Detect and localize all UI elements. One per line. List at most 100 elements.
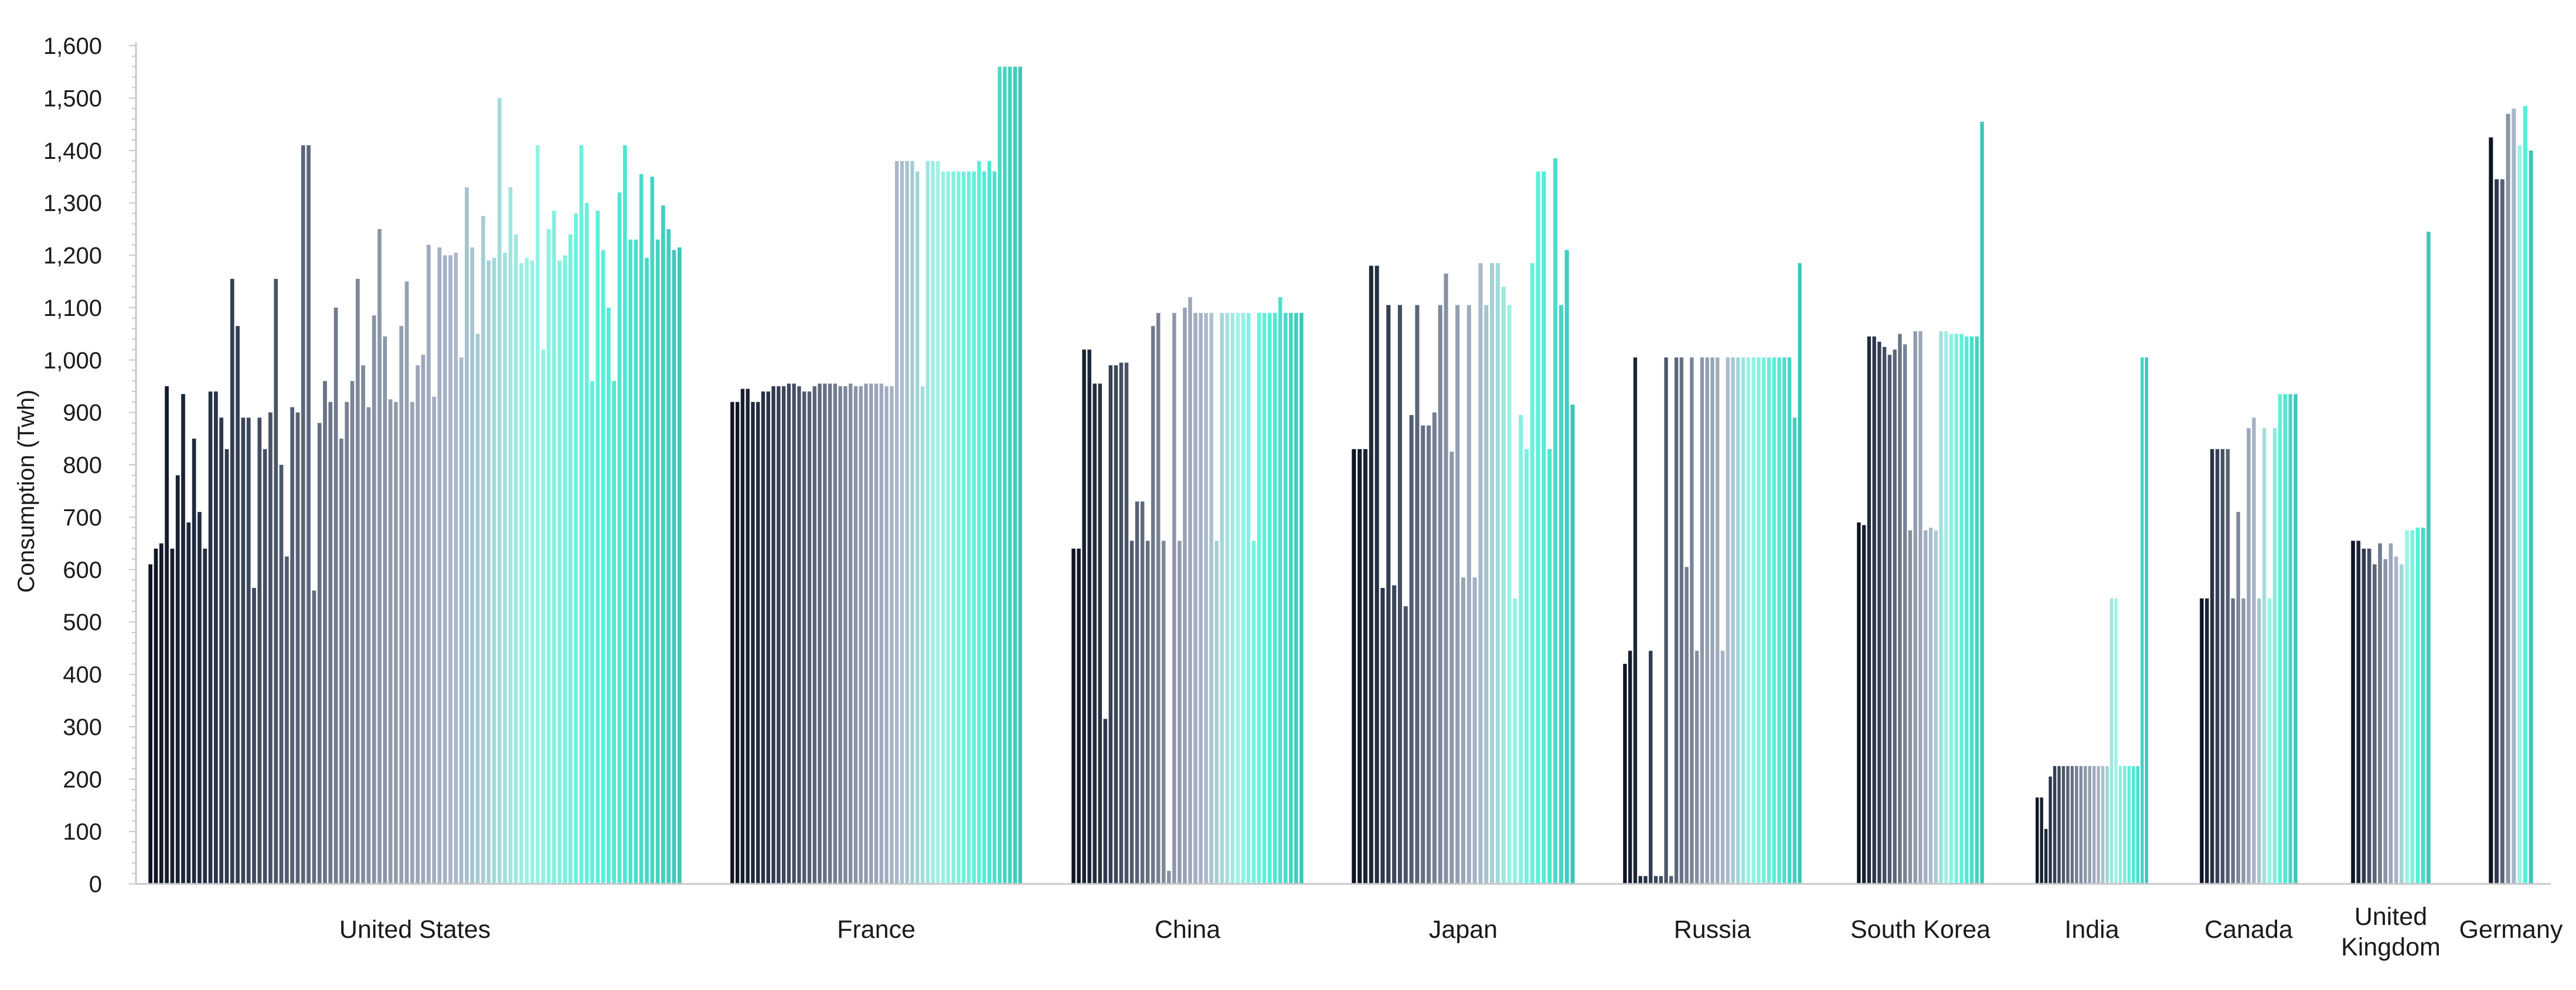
bar [2512,108,2516,884]
bar [1524,449,1529,884]
bar [1209,312,1213,884]
bar [2367,549,2371,884]
bar [372,315,376,884]
bar [1403,606,1408,884]
bar [2145,357,2148,884]
bar [2373,564,2377,884]
bar [1893,349,1897,884]
bar [465,187,469,884]
bar [746,389,750,884]
bar [1071,549,1076,884]
bar [1731,357,1735,884]
bar [312,590,317,884]
bar [1284,312,1288,884]
y-tick-label: 1,400 [43,138,102,164]
bar [812,386,816,884]
bar [2127,766,2131,884]
y-tick-label: 1,500 [43,86,102,111]
bar [1008,66,1012,884]
bar [1710,357,1714,884]
bar [492,257,496,884]
bar [361,365,365,884]
bar [443,255,447,884]
bar [672,250,676,884]
bar [2283,394,2287,884]
bar [377,229,382,884]
bar [1934,530,1938,884]
bar [1241,312,1246,884]
bar [148,564,152,884]
bar [1643,876,1648,884]
bar [607,307,611,884]
bar [628,239,632,884]
bar [1294,312,1298,884]
bar [2356,540,2361,884]
bar [2247,428,2251,884]
bar [2378,543,2382,884]
y-tick-label: 800 [63,453,102,478]
bar [181,394,185,884]
bar [230,278,234,884]
bar [869,383,873,884]
bar [1214,540,1219,884]
bar [552,210,556,884]
bar [900,161,904,884]
bar [1798,263,1802,884]
bar [1003,66,1007,884]
y-axis-title: Consumption (Twh) [13,390,39,593]
bar [925,161,930,884]
bar [2088,766,2091,884]
bar [936,161,940,884]
bar [833,383,837,884]
bar [1649,651,1653,884]
bar-group [2351,232,2431,884]
bar [2262,428,2267,884]
bar [1674,357,1679,884]
bar [1975,336,1979,884]
category-label: United States [339,916,491,944]
bar [1427,425,1431,884]
bar [678,247,682,884]
category-label: South Korea [1850,916,1990,944]
bar [2495,179,2499,884]
y-tick-label: 700 [63,505,102,530]
bar [1898,334,1902,884]
bar [2394,556,2398,884]
y-tick-label: 1,100 [43,295,102,321]
bar [2057,766,2061,884]
bar-groups [148,66,2533,884]
bar [916,171,920,884]
bar [1762,357,1766,884]
bar [951,171,955,884]
bar [263,449,267,884]
bar [219,417,223,884]
bar [1867,336,1871,884]
bar [2405,530,2409,884]
bar [454,253,458,884]
bar [1257,312,1261,884]
bar [639,173,644,884]
bar [972,171,976,884]
bar [2079,766,2083,884]
bar [655,239,660,884]
y-tick-label: 300 [63,715,102,740]
bar [1357,449,1362,884]
bar [1782,357,1786,884]
bar [1251,540,1256,884]
bar [486,260,491,884]
bar [1685,567,1689,884]
bar [787,383,791,884]
bar [1928,528,1933,884]
bar [1700,357,1704,884]
bar [317,423,322,884]
bar [864,383,868,884]
bar [2036,797,2039,884]
bar [224,449,229,884]
bar [1547,449,1552,884]
bar [931,161,935,884]
bar [1980,121,1984,884]
bar [992,171,996,884]
bar [1093,383,1097,884]
bar [2200,598,2204,884]
bar [525,257,529,884]
